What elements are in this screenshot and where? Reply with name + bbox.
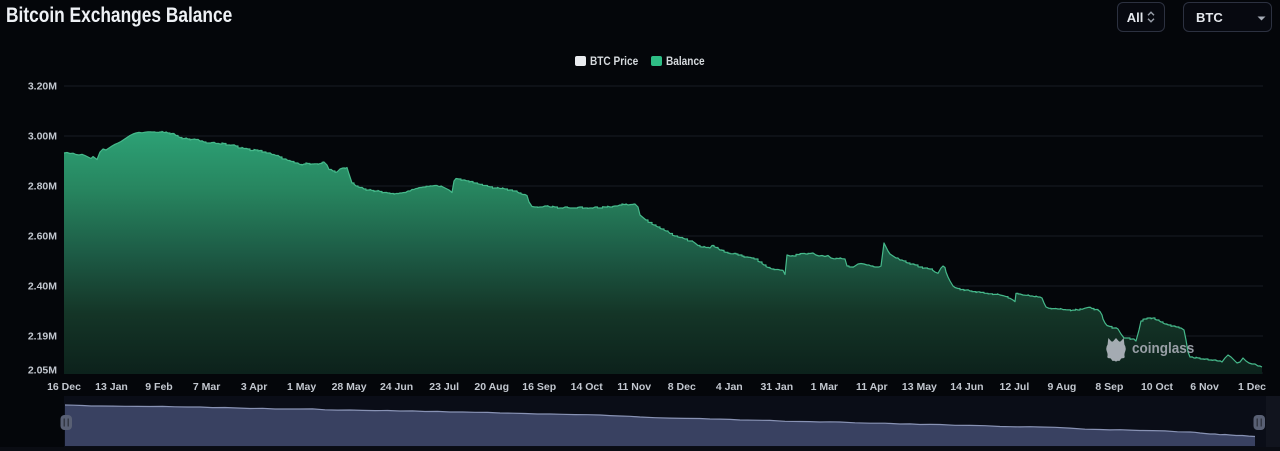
svg-text:23 Jul: 23 Jul xyxy=(429,381,459,393)
svg-text:14 Oct: 14 Oct xyxy=(571,381,604,393)
svg-text:28 May: 28 May xyxy=(332,381,367,393)
svg-text:9 Aug: 9 Aug xyxy=(1048,381,1077,393)
svg-text:1 May: 1 May xyxy=(287,381,316,393)
svg-text:2.40M: 2.40M xyxy=(28,281,57,293)
svg-text:14 Jun: 14 Jun xyxy=(950,381,983,393)
svg-text:13 May: 13 May xyxy=(902,381,937,393)
svg-text:7 Mar: 7 Mar xyxy=(193,381,220,393)
svg-text:2.80M: 2.80M xyxy=(28,181,57,193)
svg-text:1 Dec: 1 Dec xyxy=(1238,381,1266,393)
svg-text:16 Dec: 16 Dec xyxy=(47,381,81,393)
svg-text:2.60M: 2.60M xyxy=(28,231,57,243)
svg-text:11 Apr: 11 Apr xyxy=(856,381,888,393)
svg-text:8 Sep: 8 Sep xyxy=(1095,381,1123,393)
svg-text:9 Feb: 9 Feb xyxy=(145,381,172,393)
svg-text:6 Nov: 6 Nov xyxy=(1190,381,1219,393)
svg-text:3.00M: 3.00M xyxy=(28,131,57,143)
svg-text:2.19M: 2.19M xyxy=(28,331,57,343)
svg-text:8 Dec: 8 Dec xyxy=(668,381,696,393)
svg-text:10 Oct: 10 Oct xyxy=(1141,381,1174,393)
svg-text:20 Aug: 20 Aug xyxy=(474,381,509,393)
svg-text:3 Apr: 3 Apr xyxy=(241,381,267,393)
svg-text:13 Jan: 13 Jan xyxy=(95,381,128,393)
svg-text:2.05M: 2.05M xyxy=(28,365,57,377)
svg-text:24 Jun: 24 Jun xyxy=(380,381,413,393)
svg-text:3.20M: 3.20M xyxy=(28,81,57,93)
svg-text:16 Sep: 16 Sep xyxy=(522,381,556,393)
svg-text:31 Jan: 31 Jan xyxy=(760,381,793,393)
svg-text:4 Jan: 4 Jan xyxy=(716,381,743,393)
svg-text:12 Jul: 12 Jul xyxy=(1000,381,1030,393)
svg-text:1 Mar: 1 Mar xyxy=(811,381,838,393)
svg-text:11 Nov: 11 Nov xyxy=(617,381,651,393)
